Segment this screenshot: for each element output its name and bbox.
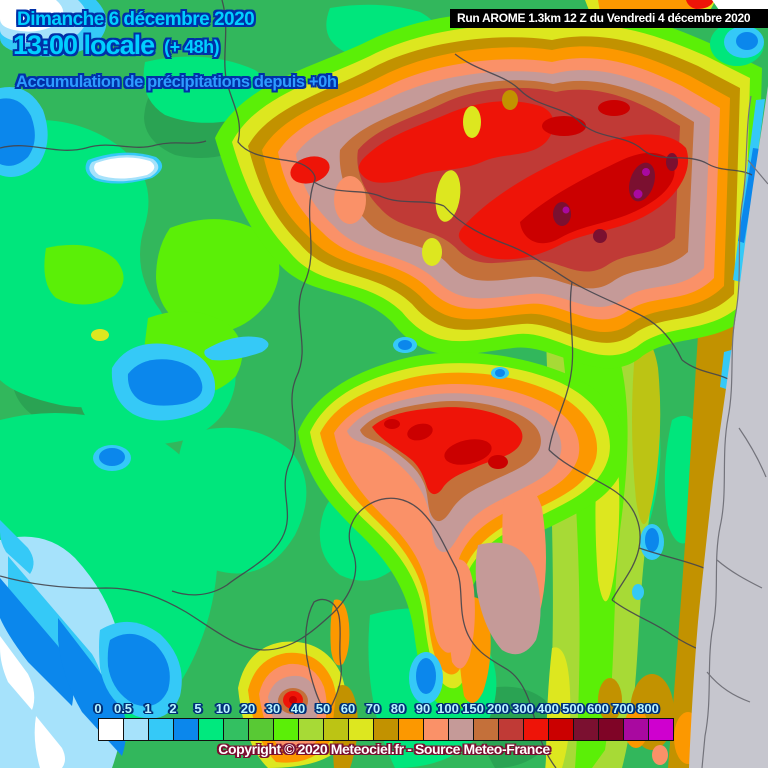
legend-tick-label: 10	[215, 701, 231, 716]
legend-color-cell	[498, 718, 524, 741]
legend-tick-label: 20	[240, 701, 256, 716]
copyright-notice: Copyright © 2020 Meteociel.fr - Source M…	[218, 741, 550, 757]
legend-color-cell	[573, 718, 599, 741]
legend-color-cell	[423, 718, 449, 741]
forecast-time-row: 13:00 locale (+ 48h)	[13, 30, 220, 61]
legend-tick-label: 600	[587, 701, 609, 716]
legend-tick-label: 2	[169, 701, 177, 716]
out-of-domain-top-strip	[712, 0, 768, 10]
legend-color-cell	[273, 718, 299, 741]
legend-color-cell	[523, 718, 549, 741]
legend-tick-label: 0	[94, 701, 102, 716]
legend-color-cell	[473, 718, 499, 741]
legend-tick-label: 40	[290, 701, 306, 716]
legend-tick-label: 5	[194, 701, 202, 716]
model-run-banner: Run AROME 1.3km 12 Z du Vendredi 4 décem…	[450, 9, 768, 28]
legend-color-cell	[598, 718, 624, 741]
legend-tick-label: 700	[612, 701, 634, 716]
forecast-date: Dimanche 6 décembre 2020	[17, 9, 255, 30]
legend-color-cell	[348, 718, 374, 741]
legend-color-cell	[148, 718, 174, 741]
legend-color-cell	[123, 718, 149, 741]
legend-tick-label: 150	[462, 701, 484, 716]
legend-tick-label: 800	[637, 701, 659, 716]
legend-color-cell	[173, 718, 199, 741]
legend-color-cell	[398, 718, 424, 741]
precipitation-scale: 0 0.5 1 2 5 10 20 30 40 50 60 70 80 90 100 150 200 300 400…	[94, 700, 680, 745]
legend-tick-label: 30	[265, 701, 281, 716]
legend-tick-label: 100	[437, 701, 459, 716]
legend-color-cell	[623, 718, 649, 741]
legend-color-cell	[298, 718, 324, 741]
legend-color-cell	[323, 718, 349, 741]
legend-tick-label: 200	[487, 701, 509, 716]
legend-tick-label: 0.5	[113, 701, 133, 716]
legend-color-cell	[548, 718, 574, 741]
legend-tick-label: 70	[365, 701, 381, 716]
out-of-domain-area	[689, 86, 768, 768]
legend-tick-label: 50	[315, 701, 331, 716]
legend-color-cell	[448, 718, 474, 741]
legend-color-cell	[648, 718, 674, 741]
legend-tick-label: 500	[562, 701, 584, 716]
legend-color-cell	[248, 718, 274, 741]
legend-color-cell	[223, 718, 249, 741]
legend-tick-label: 1	[144, 701, 152, 716]
out-of-domain-borders	[701, 95, 768, 768]
legend-tick-label: 400	[537, 701, 559, 716]
forecast-time: 13:00 locale	[13, 30, 155, 60]
forecast-hour-offset: (+ 48h)	[164, 37, 220, 57]
map-parameter-title: Accumulation de précipitations depuis +0…	[16, 73, 337, 91]
legend-color-cell	[98, 718, 124, 741]
legend-tick-label: 60	[340, 701, 356, 716]
legend-color-cell	[198, 718, 224, 741]
legend-tick-label: 80	[390, 701, 406, 716]
legend-color-cell	[373, 718, 399, 741]
legend-tick-label: 90	[415, 701, 431, 716]
legend-tick-label: 300	[512, 701, 534, 716]
